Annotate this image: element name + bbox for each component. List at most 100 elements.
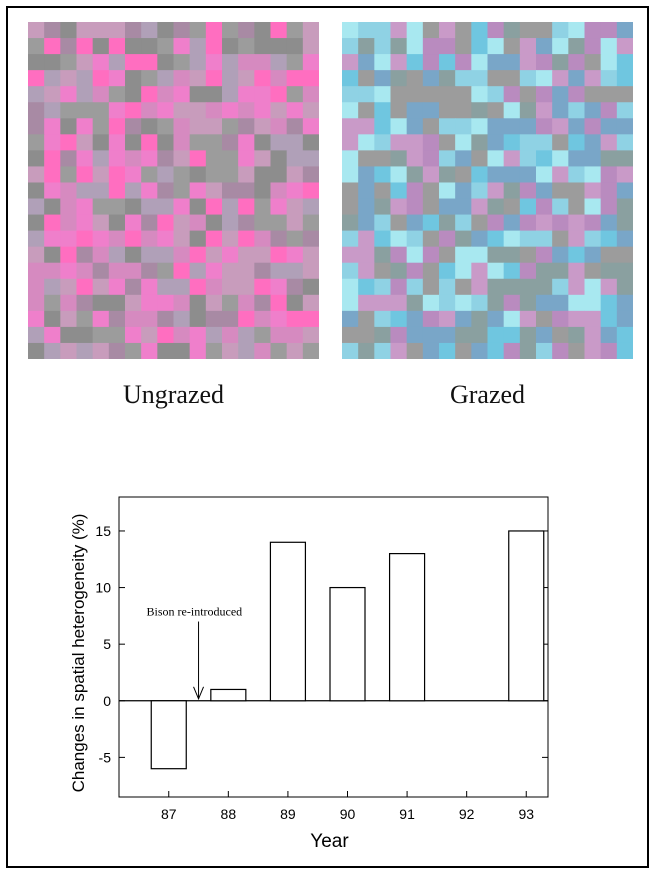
ungrazed-mosaic-cell <box>108 326 126 344</box>
grazed-mosaic-cell <box>600 310 618 328</box>
grazed-mosaic-cell <box>374 102 392 119</box>
grazed-mosaic-cell <box>342 230 359 248</box>
ungrazed-mosaic-cell <box>286 54 304 71</box>
ungrazed-mosaic-cell <box>92 214 110 232</box>
ungrazed-mosaic-cell <box>173 134 191 151</box>
ungrazed-mosaic-cell <box>157 310 175 328</box>
ungrazed-mosaic-cell <box>125 294 142 312</box>
grazed-mosaic-cell <box>600 278 618 296</box>
ungrazed-mosaic-cell <box>286 134 304 151</box>
ungrazed-mosaic-cell <box>60 326 78 344</box>
grazed-mosaic-cell <box>552 278 569 296</box>
ungrazed-mosaic-cell <box>189 22 207 39</box>
ungrazed-mosaic-cell <box>173 182 191 200</box>
ungrazed-mosaic-cell <box>205 38 223 55</box>
grazed-mosaic-cell <box>422 166 440 184</box>
grazed-mosaic-cell <box>616 150 633 168</box>
ungrazed-mosaic-cell <box>173 118 191 135</box>
grazed-mosaic-cell <box>616 182 633 200</box>
ungrazed-mosaic-cell <box>302 294 319 312</box>
ungrazed-mosaic-cell <box>173 150 191 168</box>
ungrazed-mosaic-cell <box>173 230 191 248</box>
grazed-mosaic-cell <box>455 198 472 216</box>
ungrazed-mosaic-cell <box>238 70 255 87</box>
ungrazed-mosaic-cell <box>28 214 45 232</box>
grazed-mosaic-cell <box>600 326 618 344</box>
ungrazed-mosaic-cell <box>189 198 207 216</box>
grazed-mosaic-cell <box>487 198 505 216</box>
ungrazed-mosaic-cell <box>141 246 158 264</box>
grazed-mosaic-cell <box>439 262 456 280</box>
grazed-mosaic-cell <box>406 118 424 135</box>
grazed-mosaic-cell <box>552 166 569 184</box>
grazed-mosaic-cell <box>406 246 424 264</box>
grazed-mosaic-cell <box>471 70 489 87</box>
grazed-mosaic-cell <box>406 278 424 296</box>
ungrazed-mosaic-cell <box>125 342 142 359</box>
ungrazed-mosaic-cell <box>222 294 239 312</box>
grazed-mosaic-cell <box>552 150 569 168</box>
grazed-mosaic-cell <box>422 54 440 71</box>
ungrazed-mosaic-cell <box>125 326 142 344</box>
ungrazed-mosaic-cell <box>108 86 126 103</box>
grazed-mosaic-cell <box>374 38 392 55</box>
ungrazed-mosaic-cell <box>157 262 175 280</box>
grazed-mosaic-cell <box>487 342 505 359</box>
ungrazed-mosaic-cell <box>205 54 223 71</box>
grazed-mosaic-cell <box>536 118 553 135</box>
ungrazed-mosaic-cell <box>141 118 158 135</box>
grazed-mosaic-cell <box>536 54 553 71</box>
grazed-mosaic-cell <box>406 310 424 328</box>
grazed-mosaic-cell <box>536 166 553 184</box>
ungrazed-mosaic-cell <box>205 310 223 328</box>
grazed-mosaic-cell <box>390 118 408 135</box>
grazed-mosaic-cell <box>519 166 537 184</box>
ungrazed-mosaic-canvas <box>28 22 319 359</box>
grazed-mosaic-cell <box>616 102 633 119</box>
ungrazed-mosaic-cell <box>254 38 272 55</box>
ungrazed-mosaic-cell <box>222 182 239 200</box>
grazed-mosaic-cell <box>455 230 472 248</box>
grazed-mosaic-cell <box>342 166 359 184</box>
grazed-mosaic-cell <box>406 214 424 232</box>
grazed-mosaic-cell <box>503 166 521 184</box>
ungrazed-mosaic-cell <box>222 198 239 216</box>
ungrazed-mosaic-cell <box>302 150 319 168</box>
ungrazed-mosaic-cell <box>189 182 207 200</box>
ungrazed-mosaic-cell <box>173 86 191 103</box>
grazed-mosaic-cell <box>600 262 618 280</box>
grazed-mosaic-cell <box>536 246 553 264</box>
grazed-mosaic-cell <box>439 198 456 216</box>
ungrazed-mosaic-cell <box>108 230 126 248</box>
ungrazed-mosaic-cell <box>254 342 272 359</box>
ungrazed-mosaic-cell <box>28 38 45 55</box>
grazed-mosaic-cell <box>519 262 537 280</box>
grazed-mosaic-cell <box>568 214 586 232</box>
grazed-mosaic-cell <box>406 294 424 312</box>
grazed-mosaic-cell <box>374 70 392 87</box>
ungrazed-mosaic-cell <box>222 70 239 87</box>
grazed-mosaic-cell <box>600 166 618 184</box>
ungrazed-mosaic-cell <box>286 198 304 216</box>
grazed-mosaic-cell <box>374 22 392 39</box>
grazed-mosaic-cell <box>471 54 489 71</box>
grazed-mosaic-cell <box>439 54 456 71</box>
grazed-mosaic-cell <box>503 262 521 280</box>
ungrazed-mosaic-cell <box>270 246 288 264</box>
grazed-mosaic-cell <box>471 198 489 216</box>
grazed-mosaic-cell <box>439 294 456 312</box>
ungrazed-mosaic-cell <box>173 310 191 328</box>
grazed-mosaic-cell <box>503 150 521 168</box>
grazed-mosaic-cell <box>503 214 521 232</box>
grazed-mosaic-cell <box>439 166 456 184</box>
grazed-mosaic-cell <box>390 214 408 232</box>
ungrazed-mosaic-cell <box>205 278 223 296</box>
grazed-mosaic-cell <box>552 182 569 200</box>
ungrazed-mosaic-cell <box>92 166 110 184</box>
grazed-mosaic-cell <box>390 38 408 55</box>
grazed-mosaic-cell <box>390 22 408 39</box>
ungrazed-mosaic-cell <box>302 310 319 328</box>
ungrazed-mosaic-cell <box>44 278 61 296</box>
grazed-mosaic-cell <box>600 198 618 216</box>
x-tick-label: 92 <box>459 806 475 822</box>
